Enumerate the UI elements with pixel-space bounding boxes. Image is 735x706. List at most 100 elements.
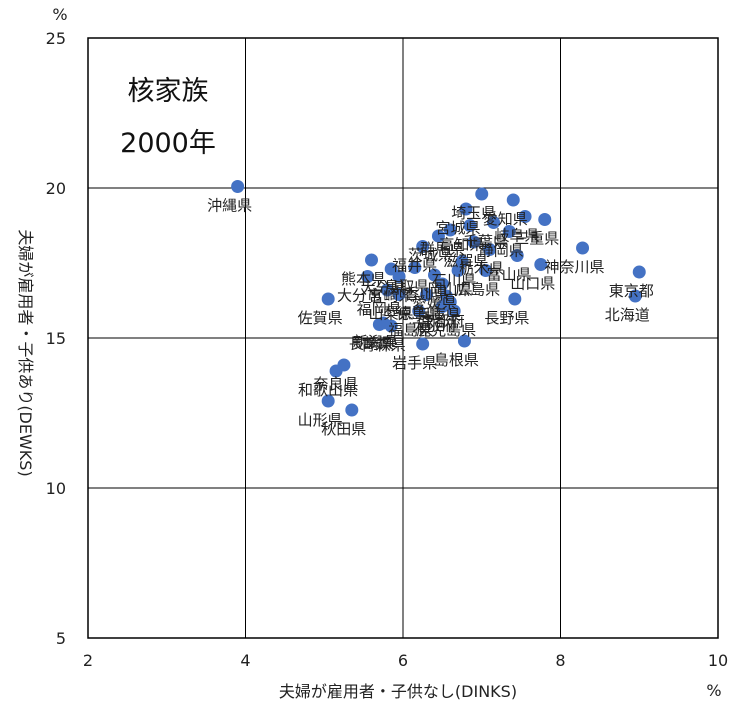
point-label: 広島県 — [455, 281, 500, 299]
point-label: 長野県 — [484, 309, 529, 327]
data-point — [435, 277, 449, 291]
point-label: 和歌山県 — [298, 381, 358, 399]
data-point — [483, 243, 497, 256]
point-label: 長崎県 — [349, 335, 394, 353]
point-label: 香川県 — [404, 285, 449, 303]
point-label: 栃木県 — [459, 260, 504, 278]
point-label: 宮城県 — [435, 219, 480, 237]
annotation-line-2: 2000年 — [120, 128, 216, 159]
point-label: 宮崎県 — [369, 287, 414, 305]
data-point — [231, 180, 245, 193]
data-point — [447, 304, 461, 318]
data-point — [457, 334, 471, 348]
data-point — [487, 216, 501, 229]
data-point — [329, 364, 343, 378]
point-label: 鹿児島県 — [416, 321, 476, 339]
data-point — [628, 289, 642, 303]
y-tick-label: 5 — [56, 629, 66, 648]
x-axis-title: 夫婦が雇用者・子供なし(DINKS) — [279, 682, 517, 701]
data-point — [467, 235, 481, 249]
data-point — [534, 258, 548, 271]
data-point — [321, 292, 335, 306]
x-tick-label: 2 — [83, 651, 93, 670]
data-point — [538, 213, 552, 226]
point-label: 東京都 — [609, 282, 654, 300]
data-point — [576, 241, 590, 255]
point-label: 神奈川県 — [545, 258, 605, 276]
data-point — [365, 253, 378, 267]
point-label: 石川県 — [432, 272, 477, 290]
data-point — [412, 304, 426, 318]
y-unit: % — [52, 5, 67, 24]
point-label: 滋賀県 — [443, 252, 488, 270]
data-point — [632, 265, 646, 279]
point-label: 北海道 — [605, 306, 650, 324]
data-point — [321, 394, 335, 408]
x-tick-label: 10 — [708, 651, 728, 670]
data-point — [508, 292, 522, 306]
data-point — [345, 403, 359, 417]
y-axis-title: 夫婦が雇用者・子供あり(DEWKS) — [16, 229, 35, 476]
point-label: 岐阜県 — [495, 227, 540, 245]
point-label: 大分市 — [337, 287, 382, 305]
point-label: 富山県 — [487, 266, 532, 284]
data-point — [392, 270, 406, 283]
y-tick-label: 25 — [46, 29, 66, 48]
data-point — [451, 264, 465, 277]
point-label: 高知県 — [439, 236, 484, 254]
y-tick-label: 20 — [46, 179, 66, 198]
point-label: 三重県 — [514, 230, 559, 248]
point-label: 福岡県 — [357, 300, 402, 318]
point-label: 山口県 — [510, 275, 555, 293]
point-label: 群馬県 — [420, 240, 465, 258]
data-point — [475, 187, 489, 201]
data-point — [408, 261, 422, 274]
point-label: 兵庫県 — [416, 306, 461, 324]
data-point — [428, 268, 441, 282]
data-point — [380, 283, 394, 297]
data-point — [510, 249, 524, 262]
data-point — [443, 223, 457, 237]
point-label: 岡山県 — [428, 281, 473, 299]
point-label: 青森県 — [361, 336, 406, 354]
grid-lines — [87, 37, 719, 639]
point-label: 新潟県 — [353, 333, 398, 351]
point-label: 佐賀県 — [298, 309, 343, 327]
annotation-line-1: 核家族 — [128, 76, 209, 107]
point-label: 徳島県 — [396, 305, 441, 323]
point-label: 沖縄県 — [207, 197, 252, 215]
point-label: 秋田県 — [321, 420, 366, 438]
data-point — [459, 202, 473, 216]
data-point — [372, 318, 386, 331]
point-label: 岩手県 — [392, 354, 437, 372]
point-label: 大分県 — [361, 279, 406, 297]
data-point — [506, 193, 520, 207]
point-label: 島根県 — [434, 351, 479, 369]
data-point — [479, 264, 493, 277]
point-label: 鳥取県 — [384, 278, 429, 296]
point-label: 福島県 — [388, 321, 433, 339]
point-label: 大阪府 — [412, 317, 457, 335]
point-label: 山形県 — [298, 411, 343, 429]
point-label: 山梨県 — [369, 305, 414, 323]
data-point — [502, 225, 516, 238]
data-point — [384, 319, 398, 333]
data-points — [231, 180, 646, 417]
point-label: 千葉県 — [463, 233, 508, 251]
x-tick-label: 8 — [555, 651, 565, 670]
data-point — [463, 219, 477, 232]
data-point — [361, 270, 375, 283]
data-point — [518, 210, 532, 223]
point-label: 京都府 — [420, 312, 465, 330]
data-point — [420, 288, 434, 301]
point-label: 埼玉県 — [451, 204, 496, 222]
data-point — [435, 300, 449, 313]
point-label: 奈良県 — [313, 375, 358, 393]
x-unit: % — [706, 681, 721, 700]
point-label: 愛知県 — [483, 210, 528, 228]
data-point — [416, 240, 430, 253]
y-tick-label: 10 — [46, 479, 66, 498]
data-point — [392, 288, 406, 301]
